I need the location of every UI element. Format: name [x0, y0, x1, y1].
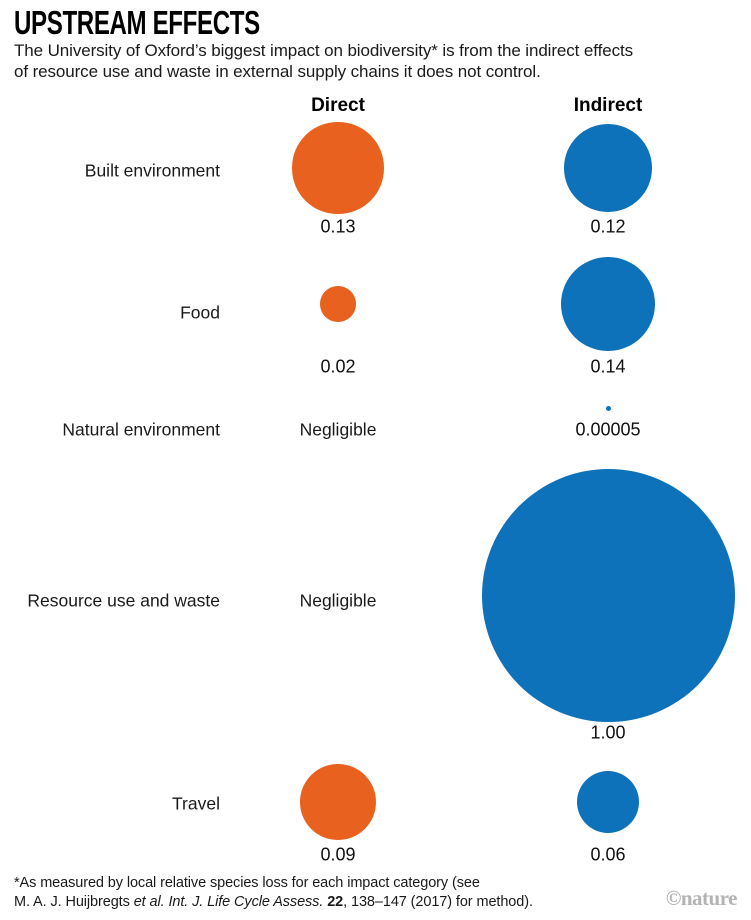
bubble-direct-built-environment — [292, 122, 384, 214]
figure-title: UPSTREAM EFFECTS — [14, 4, 260, 41]
bubble-indirect-built-environment — [564, 124, 652, 212]
value-label-direct-built-environment: 0.13 — [320, 216, 356, 237]
column-header-indirect: Indirect — [573, 95, 643, 116]
subtitle-line-2: of resource use and waste in external su… — [14, 62, 541, 81]
value-label-direct-food: 0.02 — [320, 356, 356, 377]
bubble-indirect-resource-use-and-waste — [481, 468, 735, 722]
value-label-direct-travel: 0.09 — [320, 844, 356, 865]
value-label-indirect-travel: 0.06 — [590, 844, 626, 865]
bubble-indirect-natural-environment — [605, 405, 611, 411]
bubble-direct-travel — [300, 764, 376, 840]
subtitle-line-1: The University of Oxford’s biggest impac… — [14, 41, 633, 60]
value-label-indirect-built-environment: 0.12 — [590, 216, 626, 237]
row-label-resource-use-and-waste: Resource use and waste — [27, 590, 220, 611]
bubble-indirect-travel — [577, 771, 639, 833]
row-label-travel: Travel — [172, 793, 220, 814]
figure-footnote: *As measured by local relative species l… — [14, 874, 533, 912]
footnote-line-1: *As measured by local relative species l… — [14, 875, 480, 891]
footnote-line-2: M. A. J. Huijbregts et al. Int. J. Life … — [14, 894, 533, 910]
row-label-built-environment: Built environment — [84, 160, 220, 181]
row-label-food: Food — [180, 302, 220, 323]
bubble-direct-food — [320, 286, 356, 322]
value-label-indirect-natural-environment: 0.00005 — [575, 419, 641, 440]
row-label-natural-environment: Natural environment — [62, 419, 220, 440]
negligible-label-direct-resource-use-and-waste: Negligible — [299, 590, 377, 611]
column-header-direct: Direct — [311, 95, 365, 116]
bubble-indirect-food — [560, 256, 656, 352]
nature-credit: ©nature — [665, 886, 738, 910]
negligible-label-direct-natural-environment: Negligible — [299, 419, 377, 440]
value-label-indirect-resource-use-and-waste: 1.00 — [590, 722, 626, 743]
figure-subtitle: The University of Oxford’s biggest impac… — [14, 40, 633, 82]
value-label-indirect-food: 0.14 — [590, 356, 626, 377]
